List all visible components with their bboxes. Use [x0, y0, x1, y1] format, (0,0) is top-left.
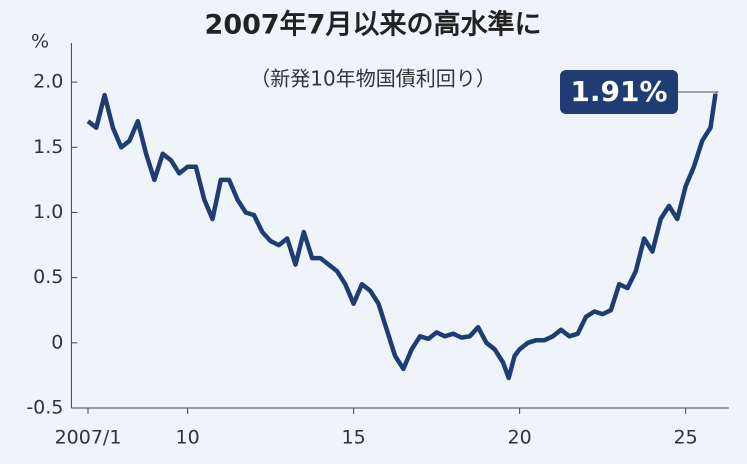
y-unit: % [31, 31, 49, 53]
line [86, 92, 718, 381]
y-tick-label: 1.0 [33, 201, 63, 223]
y-tick-label: 0.5 [33, 266, 63, 288]
y-tick-label: 1.5 [33, 136, 63, 158]
x-tick-label: 2007/1 [55, 427, 122, 449]
x-tick-label: 15 [342, 427, 366, 449]
y-tick-label: 0 [51, 331, 63, 353]
value-label-box [560, 70, 678, 114]
chart-title: 2007年7月以来の高水準に [205, 9, 542, 41]
chart-subtitle: （新発10年物国債利回り） [250, 67, 495, 91]
x-tick-label: 10 [176, 427, 200, 449]
x-tick-label: 25 [674, 427, 698, 449]
x-tick-label: 20 [508, 427, 532, 449]
y-tick-label: 2.0 [33, 71, 63, 93]
leader-line [678, 91, 719, 95]
y-tick-label: -0.5 [26, 397, 63, 419]
value-label: 1.91% [570, 75, 667, 108]
